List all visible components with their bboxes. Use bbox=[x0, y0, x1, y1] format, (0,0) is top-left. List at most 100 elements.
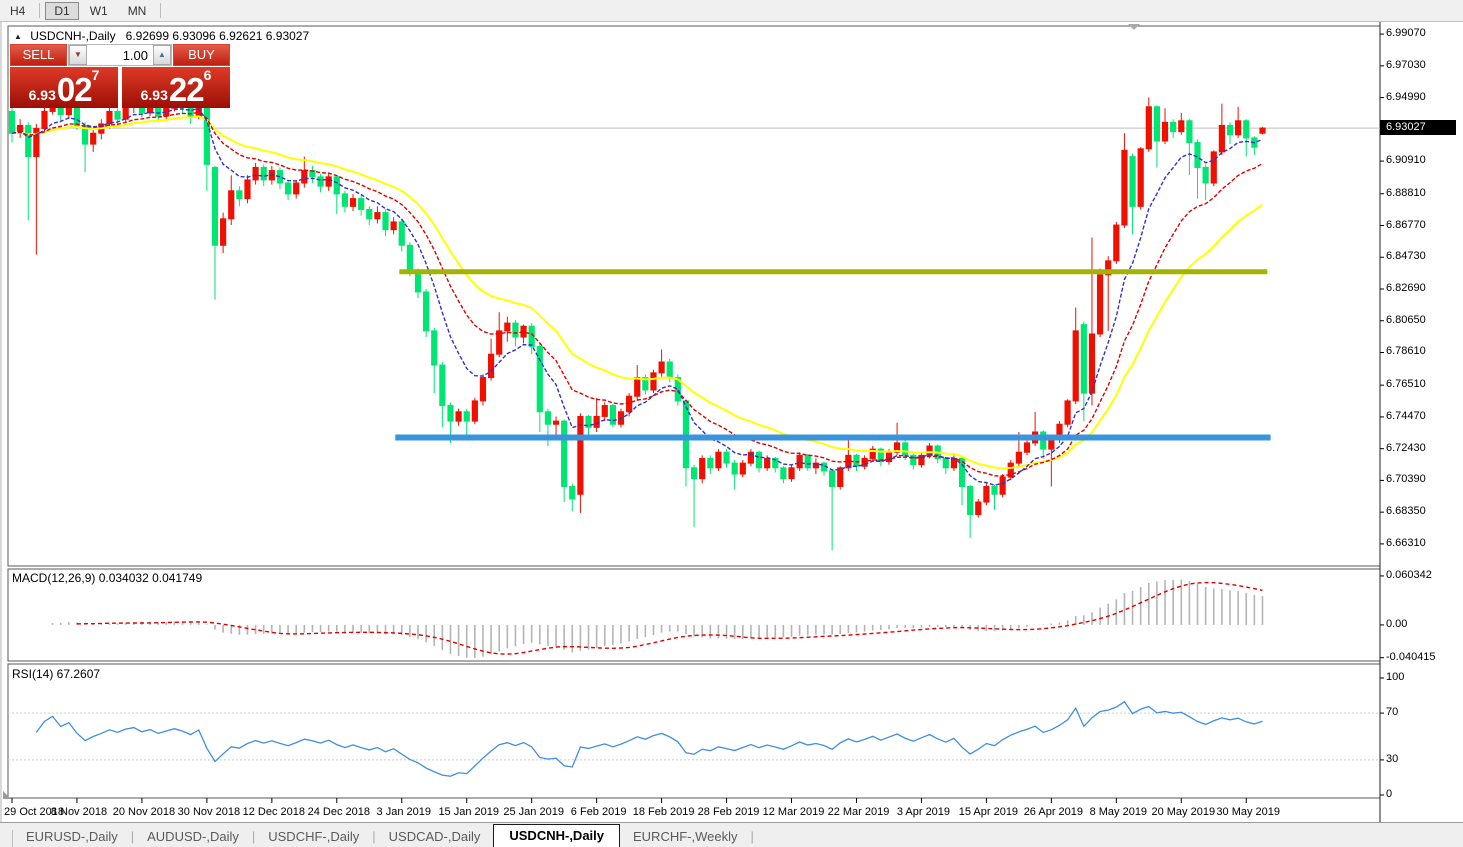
candle-body bbox=[496, 330, 503, 355]
candle-body bbox=[634, 377, 641, 397]
chart-tab-eurusd[interactable]: EURUSD-,Daily bbox=[26, 829, 118, 844]
candle-body bbox=[114, 110, 121, 120]
buy-price-sup: 6 bbox=[203, 67, 212, 83]
candle-body bbox=[585, 415, 592, 428]
candle-body bbox=[552, 420, 560, 425]
buy-price-small: 6.93 bbox=[140, 87, 168, 103]
candle-body bbox=[715, 451, 722, 469]
candle-body bbox=[1007, 462, 1014, 478]
candle-body bbox=[33, 128, 40, 158]
sell-button[interactable]: SELL bbox=[10, 44, 67, 66]
candle-body bbox=[1113, 224, 1120, 262]
chart-tab-usdcad[interactable]: USDCAD-,Daily bbox=[388, 829, 481, 844]
toolbar-separator bbox=[160, 3, 162, 18]
volume-spinner: ▼ ▲ bbox=[68, 44, 172, 66]
candle-body bbox=[1064, 400, 1071, 425]
candle-body bbox=[1137, 148, 1144, 207]
candle-body bbox=[958, 457, 966, 487]
candle-body bbox=[869, 448, 876, 459]
candle-body bbox=[780, 467, 787, 480]
candle-body bbox=[861, 457, 868, 467]
candle-body bbox=[358, 198, 365, 210]
candle-body bbox=[569, 485, 576, 500]
candle-body bbox=[1153, 106, 1161, 142]
candle-body bbox=[431, 330, 438, 366]
chart-tab-eurchf[interactable]: EURCHF-,Weekly bbox=[633, 829, 738, 844]
chart-tab-usdcnh[interactable]: USDCNH-,Daily bbox=[493, 824, 620, 847]
candle-body bbox=[577, 415, 584, 495]
candle-body bbox=[1096, 274, 1104, 335]
candle-body bbox=[877, 448, 884, 463]
candle-body bbox=[1015, 451, 1022, 464]
tab-separator: | bbox=[750, 829, 754, 844]
candle-body bbox=[893, 442, 901, 453]
volume-decrease-button[interactable]: ▼ bbox=[69, 45, 87, 65]
candle-body bbox=[1023, 442, 1031, 453]
candle-body bbox=[804, 454, 811, 469]
candle-body bbox=[41, 110, 48, 130]
timeframe-button-w1[interactable]: W1 bbox=[89, 3, 108, 18]
candle-body bbox=[520, 325, 527, 338]
candle-body bbox=[739, 462, 746, 475]
candle-body bbox=[349, 198, 357, 207]
candle-body bbox=[220, 218, 227, 246]
volume-input[interactable] bbox=[87, 45, 153, 65]
candle-body bbox=[967, 485, 974, 515]
candle-body bbox=[975, 501, 982, 515]
candle-body bbox=[593, 415, 600, 428]
buy-price-big: 22 bbox=[168, 71, 205, 108]
candle-body bbox=[918, 454, 925, 466]
candle-body bbox=[747, 451, 755, 464]
sell-price-big: 02 bbox=[56, 71, 93, 108]
candle-body bbox=[414, 271, 422, 293]
buy-button[interactable]: BUY bbox=[173, 44, 230, 66]
chart-tab-usdchf[interactable]: USDCHF-,Daily bbox=[268, 829, 360, 844]
pane-border bbox=[7, 568, 1381, 662]
candle-body bbox=[244, 179, 251, 200]
triangle-down-icon: ▼ bbox=[74, 50, 82, 59]
candle-body bbox=[1105, 260, 1112, 276]
candle-body bbox=[439, 364, 446, 407]
chart-tab-audusd[interactable]: AUDUSD-,Daily bbox=[147, 829, 239, 844]
candle-body bbox=[764, 457, 771, 469]
candle-body bbox=[536, 345, 543, 413]
candle-body bbox=[1088, 333, 1096, 394]
candle-body bbox=[837, 467, 844, 487]
volume-increase-button[interactable]: ▲ bbox=[153, 45, 171, 65]
candle-body bbox=[1259, 127, 1266, 134]
candle-body bbox=[991, 485, 998, 495]
timeframe-button-h4[interactable]: H4 bbox=[10, 3, 26, 18]
triangle-up-icon: ▲ bbox=[158, 50, 166, 59]
candle-body bbox=[471, 400, 478, 422]
candle-body bbox=[455, 411, 462, 422]
candle-body bbox=[910, 454, 917, 466]
buy-price-tile[interactable]: 6.93 22 6 bbox=[122, 67, 230, 108]
sell-price-tile[interactable]: 6.93 02 7 bbox=[10, 67, 118, 108]
candle-body bbox=[902, 442, 909, 456]
candle-body bbox=[325, 176, 332, 187]
candle-body bbox=[1170, 121, 1177, 133]
rsi-line bbox=[35, 700, 1263, 777]
candle-body bbox=[106, 110, 113, 125]
timeframe-button-d1[interactable]: D1 bbox=[45, 1, 79, 20]
candle-body bbox=[942, 457, 949, 469]
candle-body bbox=[463, 411, 470, 422]
candle-body bbox=[447, 405, 454, 422]
timeframe-button-mn[interactable]: MN bbox=[127, 3, 147, 18]
candle-body bbox=[1080, 324, 1087, 394]
candle-body bbox=[398, 221, 405, 246]
candle-body bbox=[187, 106, 194, 117]
candle-body bbox=[512, 322, 519, 338]
candle-body bbox=[885, 451, 893, 463]
candle-body bbox=[1040, 431, 1047, 450]
candle-body bbox=[707, 457, 714, 469]
sell-price-sup: 7 bbox=[91, 67, 100, 83]
candle-body bbox=[999, 476, 1006, 495]
candle-body bbox=[650, 372, 657, 391]
candle-body bbox=[366, 208, 373, 220]
candle-body bbox=[1235, 120, 1242, 136]
candle-body bbox=[317, 176, 324, 187]
candle-body bbox=[284, 182, 292, 195]
